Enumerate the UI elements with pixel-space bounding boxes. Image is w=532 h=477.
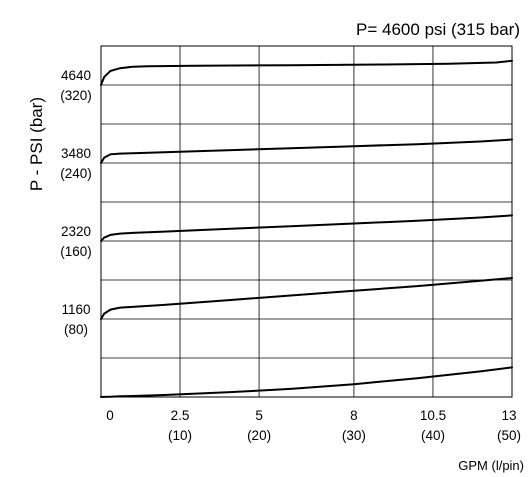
gridlines [101, 46, 512, 397]
y-tick-label: 1160 [61, 302, 90, 317]
x-tick-label: 5 [255, 408, 263, 423]
series-line-4 [100, 138, 513, 164]
x-tick-label: 8 [350, 408, 358, 423]
series-line-2 [100, 277, 513, 320]
x-tick-label: 0 [106, 408, 114, 423]
y-tick-sublabel: (240) [60, 166, 92, 181]
y-tick-label: 3480 [61, 146, 91, 161]
plot-frame [100, 45, 513, 398]
y-tick-label: 4640 [61, 68, 91, 83]
x-tick-sublabel: (40) [421, 428, 445, 443]
y-tick-sublabel: (320) [60, 88, 92, 103]
tick-labels: 0 2.5 (10) 5 (20) 8 (30) 10.5 (40) 13 (50) 1160 (80)… [60, 68, 521, 443]
y-axis-label: P - PSI (bar) [27, 97, 46, 191]
series-group [100, 59, 513, 398]
x-tick-label: 10.5 [420, 408, 446, 423]
x-tick-label: 2.5 [171, 408, 190, 423]
x-tick-sublabel: (30) [342, 428, 366, 443]
series-line-1 [100, 366, 513, 398]
series-line-3 [100, 214, 513, 242]
chart-title: P= 4600 psi (315 bar) [356, 20, 520, 39]
x-tick-sublabel: (10) [168, 428, 192, 443]
x-tick-sublabel: (50) [497, 428, 521, 443]
series-line-5 [100, 59, 513, 86]
x-tick-label: 13 [501, 408, 516, 423]
x-tick-sublabel: (20) [247, 428, 271, 443]
y-tick-sublabel: (160) [60, 244, 92, 259]
y-tick-sublabel: (80) [64, 322, 88, 337]
x-axis-label: GPM (l/pin) [458, 458, 524, 473]
y-tick-label: 2320 [61, 224, 91, 239]
